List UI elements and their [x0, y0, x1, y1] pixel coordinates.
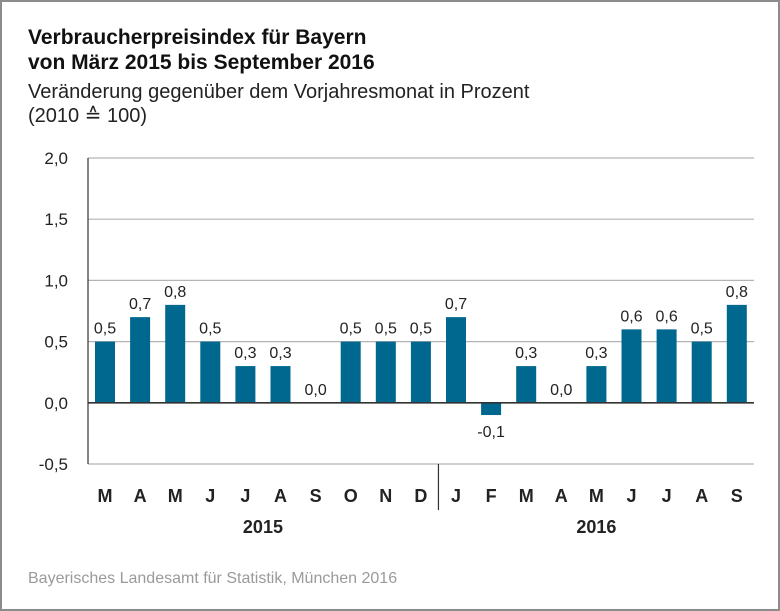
chart-title: Verbraucherpreisindex für Bayern von Mär…	[28, 25, 375, 75]
data-label: 0,5	[691, 321, 713, 338]
month-label: O	[344, 486, 358, 506]
data-label: 0,5	[94, 321, 116, 338]
month-label: D	[414, 486, 427, 506]
bar	[516, 366, 537, 403]
data-label: 0,3	[269, 345, 291, 362]
bar	[340, 341, 361, 403]
month-label: A	[134, 486, 147, 506]
data-label: 0,5	[410, 321, 432, 338]
month-label: S	[310, 486, 322, 506]
month-label: M	[98, 486, 113, 506]
month-label: J	[205, 486, 215, 506]
month-label: N	[379, 486, 392, 506]
y-tick-label: 1,0	[44, 271, 68, 290]
y-tick-label: -0,5	[39, 455, 68, 474]
data-label: 0,5	[375, 321, 397, 338]
bar	[481, 402, 502, 416]
month-label: J	[240, 486, 250, 506]
axes	[87, 158, 754, 510]
month-label: S	[731, 486, 743, 506]
data-label: 0,7	[445, 296, 467, 313]
bar	[726, 304, 747, 403]
month-label: M	[589, 486, 604, 506]
bar	[375, 341, 396, 403]
bar	[165, 304, 186, 403]
chart-subtitle-line-2: (2010 ≙ 100)	[28, 105, 148, 127]
data-label: 0,5	[340, 321, 362, 338]
data-label: 0,8	[726, 284, 748, 301]
grid-lines	[88, 157, 754, 465]
month-label: A	[695, 486, 708, 506]
source-note: Bayerisches Landesamt für Statistik, Mün…	[28, 570, 398, 587]
year-label: 2015	[243, 517, 283, 537]
month-label: A	[555, 486, 568, 506]
data-label: 0,0	[304, 382, 326, 399]
bar	[130, 317, 151, 403]
data-label: 0,3	[585, 345, 607, 362]
data-label: -0,1	[477, 424, 505, 441]
data-label: 0,7	[129, 296, 151, 313]
month-label: M	[168, 486, 183, 506]
bar	[410, 341, 431, 403]
month-label: J	[662, 486, 672, 506]
bar	[200, 341, 221, 403]
chart-subtitle-line-1: Veränderung gegenüber dem Vorjahresmonat…	[28, 81, 530, 103]
month-label: F	[486, 486, 497, 506]
bar	[235, 366, 256, 403]
y-axis-tick-labels: 2,0 1,5 1,0 0,5 0,0 -0,5	[39, 149, 68, 474]
y-tick-label: 0,0	[44, 394, 68, 413]
data-label: 0,0	[550, 382, 572, 399]
bar	[691, 341, 712, 403]
data-label: 0,5	[199, 321, 221, 338]
bars	[95, 304, 747, 416]
x-axis-year-labels: 2015 2016	[243, 517, 616, 537]
bar	[446, 317, 466, 403]
month-label: M	[519, 486, 534, 506]
bar	[656, 329, 677, 403]
data-label: 0,3	[515, 345, 537, 362]
y-tick-label: 2,0	[44, 149, 68, 168]
chart-title-line-2: von März 2015 bis September 2016	[28, 51, 375, 74]
year-label: 2016	[576, 517, 616, 537]
month-label: A	[274, 486, 287, 506]
data-label: 0,3	[234, 345, 256, 362]
data-label: 0,8	[164, 284, 186, 301]
data-label: 0,6	[655, 308, 677, 325]
month-label: J	[626, 486, 636, 506]
data-label: 0,6	[620, 308, 642, 325]
y-tick-label: 1,5	[44, 210, 68, 229]
bar	[270, 366, 291, 403]
data-labels: 0,5 0,7 0,8 0,5 0,3 0,3 0,0 0,5 0,5 0,5 0,7 -0,1 0,3…	[94, 284, 748, 441]
bar	[586, 366, 607, 403]
bar	[95, 341, 115, 403]
bar	[621, 329, 642, 403]
chart-subtitle: Veränderung gegenüber dem Vorjahresmonat…	[28, 80, 529, 128]
y-tick-label: 0,5	[44, 333, 68, 352]
chart-title-line-1: Verbraucherpreisindex für Bayern	[28, 26, 367, 49]
month-label: J	[451, 486, 461, 506]
